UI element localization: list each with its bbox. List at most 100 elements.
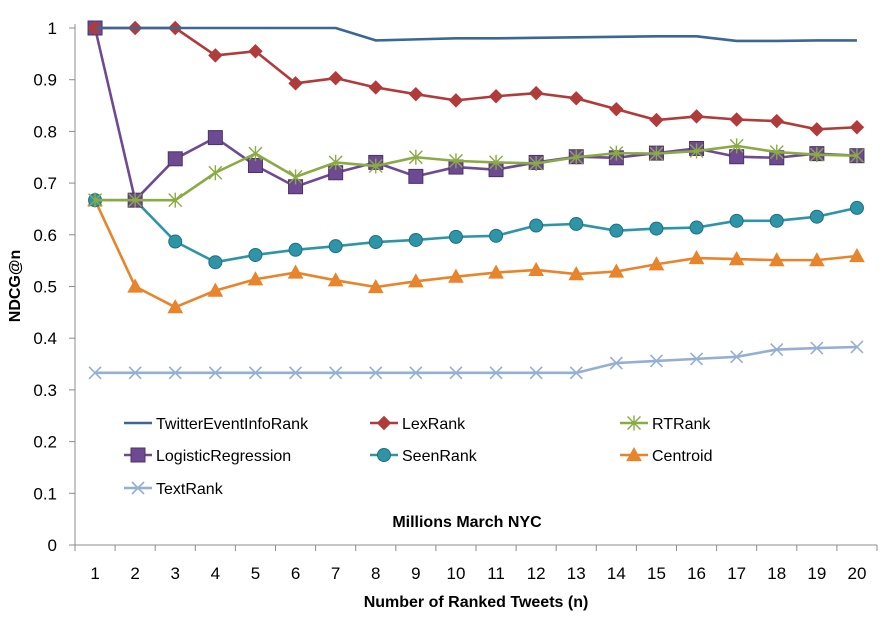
data-point	[287, 264, 304, 279]
x-marker-shape	[770, 343, 784, 357]
data-point	[328, 154, 343, 170]
x-tick-label: 14	[607, 564, 626, 583]
x-marker-shape	[850, 340, 864, 354]
circle-marker-shape	[689, 220, 704, 235]
x-tick-label: 11	[487, 564, 505, 583]
data-point	[608, 263, 625, 278]
data-point	[449, 366, 463, 380]
data-point	[288, 76, 303, 91]
circle-marker-shape	[208, 255, 223, 270]
diamond-marker-shape	[809, 122, 825, 137]
series-line	[95, 26, 857, 43]
data-point	[207, 282, 224, 297]
star-marker-shape	[328, 154, 343, 170]
data-point	[649, 112, 664, 128]
x-marker-shape	[131, 481, 145, 495]
x-marker-shape	[529, 366, 543, 380]
x-marker-shape	[730, 350, 744, 364]
x-marker-shape	[128, 366, 142, 380]
x-tick-label: 1	[90, 564, 99, 583]
triangle-marker-shape	[809, 252, 825, 267]
triangle-marker-shape	[448, 268, 464, 283]
legend-item: TextRank	[124, 481, 224, 498]
data-point	[809, 252, 825, 267]
legend-label: TextRank	[156, 481, 224, 498]
star-marker-shape	[168, 192, 183, 208]
circle-marker-shape	[529, 218, 544, 233]
diamond-marker-shape	[448, 93, 464, 108]
x-tick-label: 3	[171, 564, 180, 583]
chart-annotation: Millions March NYC	[392, 514, 542, 531]
data-point	[809, 122, 825, 137]
triangle-marker-shape	[287, 264, 304, 279]
data-point	[488, 89, 504, 104]
triangle-marker-shape	[626, 446, 642, 462]
square-marker-shape	[408, 168, 424, 184]
x-tick-label: 16	[687, 564, 706, 583]
data-point	[288, 242, 303, 257]
data-point	[368, 80, 383, 95]
x-tick-label: 9	[411, 564, 420, 583]
triangle-marker-shape	[648, 256, 665, 271]
data-point	[88, 366, 102, 380]
diamond-marker-shape	[248, 44, 263, 59]
data-point	[248, 146, 263, 162]
data-point	[127, 278, 143, 293]
data-point	[689, 143, 704, 159]
triangle-marker-shape	[768, 252, 785, 267]
data-point	[689, 352, 704, 366]
data-point	[248, 366, 263, 380]
circle-marker-shape	[448, 229, 463, 244]
data-point	[448, 93, 464, 108]
y-tick-label: 0.2	[33, 433, 57, 452]
data-point	[128, 366, 142, 380]
diamond-marker-shape	[729, 112, 744, 127]
x-tick-label: 15	[647, 564, 666, 583]
data-point	[849, 247, 865, 263]
circle-marker-shape	[569, 216, 584, 231]
legend-item: RTRank	[620, 415, 711, 433]
x-tick-label: 6	[291, 564, 300, 583]
legend-item: LogisticRegression	[124, 447, 291, 465]
circle-marker-shape	[368, 235, 383, 250]
x-marker-shape	[88, 366, 102, 380]
star-marker-shape	[248, 146, 263, 162]
triangle-marker-shape	[849, 247, 865, 263]
data-point	[649, 354, 664, 368]
data-point	[208, 48, 223, 63]
data-point	[247, 271, 264, 286]
series-line	[95, 26, 858, 131]
legend-item: TwitterEventInfoRank	[124, 416, 309, 433]
series-rtrank	[88, 138, 864, 208]
triangle-marker-shape	[247, 271, 264, 286]
circle-marker-shape	[489, 228, 504, 243]
x-marker-shape	[288, 366, 303, 380]
star-marker-shape	[809, 147, 824, 163]
data-point	[248, 247, 263, 262]
data-point	[609, 223, 624, 238]
legend-swatch-marker	[627, 415, 641, 431]
data-point	[489, 366, 503, 380]
legend-swatch-marker	[377, 448, 391, 462]
diamond-marker-shape	[649, 112, 664, 128]
data-point	[448, 268, 464, 283]
star-marker-shape	[627, 415, 641, 431]
diamond-marker-shape	[488, 89, 504, 104]
data-point	[689, 220, 704, 235]
legend-swatch-marker	[626, 446, 642, 462]
legend-label: TwitterEventInfoRank	[156, 416, 309, 433]
data-point	[489, 154, 504, 170]
data-point	[327, 272, 344, 287]
star-marker-shape	[609, 145, 624, 161]
diamond-marker-shape	[368, 80, 383, 95]
series-line	[93, 199, 858, 309]
data-point	[88, 192, 103, 208]
data-point	[769, 113, 784, 129]
data-point	[849, 200, 864, 215]
circle-marker-shape	[609, 223, 624, 238]
diamond-marker-shape	[689, 109, 704, 124]
data-point	[529, 218, 544, 233]
legend-item: LexRank	[370, 415, 466, 433]
circle-marker-shape	[649, 221, 664, 236]
x-marker-shape	[409, 366, 423, 380]
